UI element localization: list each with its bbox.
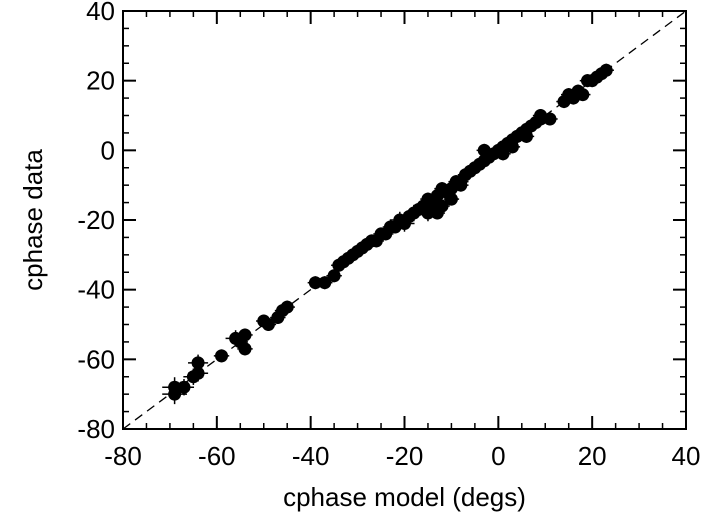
- data-point: [453, 178, 469, 192]
- point-marker: [191, 366, 205, 380]
- x-tick-label: -20: [386, 441, 424, 471]
- x-tick-label: -60: [198, 441, 236, 471]
- point-marker: [496, 147, 510, 161]
- point-marker: [261, 318, 275, 331]
- data-point: [443, 192, 460, 206]
- data-point: [188, 354, 209, 372]
- data-point: [279, 300, 295, 314]
- data-point: [213, 349, 230, 363]
- data-point: [598, 63, 614, 77]
- y-tick-label: -40: [77, 275, 115, 305]
- point-marker: [327, 269, 341, 283]
- y-axis-title: cphase data: [18, 149, 48, 291]
- y-tick-label: -60: [77, 344, 115, 374]
- x-axis-title: cphase model (degs): [283, 482, 526, 512]
- data-point: [232, 335, 248, 349]
- point-marker: [543, 112, 557, 126]
- point-marker: [599, 63, 613, 77]
- point-marker: [444, 192, 458, 206]
- point-marker: [421, 206, 435, 220]
- y-tick-label: 0: [101, 135, 115, 165]
- y-tick-label: 40: [86, 0, 115, 26]
- point-marker: [505, 140, 519, 154]
- point-marker: [435, 199, 449, 213]
- point-marker: [177, 380, 191, 394]
- x-tick-label: 20: [578, 441, 607, 471]
- point-marker: [519, 129, 533, 143]
- point-marker: [576, 88, 590, 102]
- y-tick-label: 20: [86, 66, 115, 96]
- data-point: [504, 140, 521, 154]
- point-marker: [215, 349, 229, 363]
- data-point: [173, 378, 195, 396]
- y-tick-label: -20: [77, 205, 115, 235]
- point-marker: [318, 276, 332, 290]
- data-point: [434, 199, 450, 213]
- point-marker: [280, 300, 294, 314]
- data-point: [518, 129, 535, 143]
- data-point: [575, 88, 591, 102]
- x-tick-label: -80: [104, 441, 142, 471]
- x-tick-label: 0: [491, 441, 505, 471]
- y-tick-label: -80: [77, 414, 115, 444]
- point-marker: [191, 356, 205, 370]
- x-tick-label: 40: [672, 441, 701, 471]
- data-point: [260, 318, 277, 331]
- data-point: [326, 269, 342, 283]
- point-marker: [454, 178, 468, 192]
- data-point: [542, 112, 558, 126]
- point-marker: [308, 276, 322, 290]
- data-point: [495, 147, 511, 161]
- x-tick-label: -40: [292, 441, 330, 471]
- data-point: [317, 276, 333, 290]
- point-marker: [233, 335, 247, 349]
